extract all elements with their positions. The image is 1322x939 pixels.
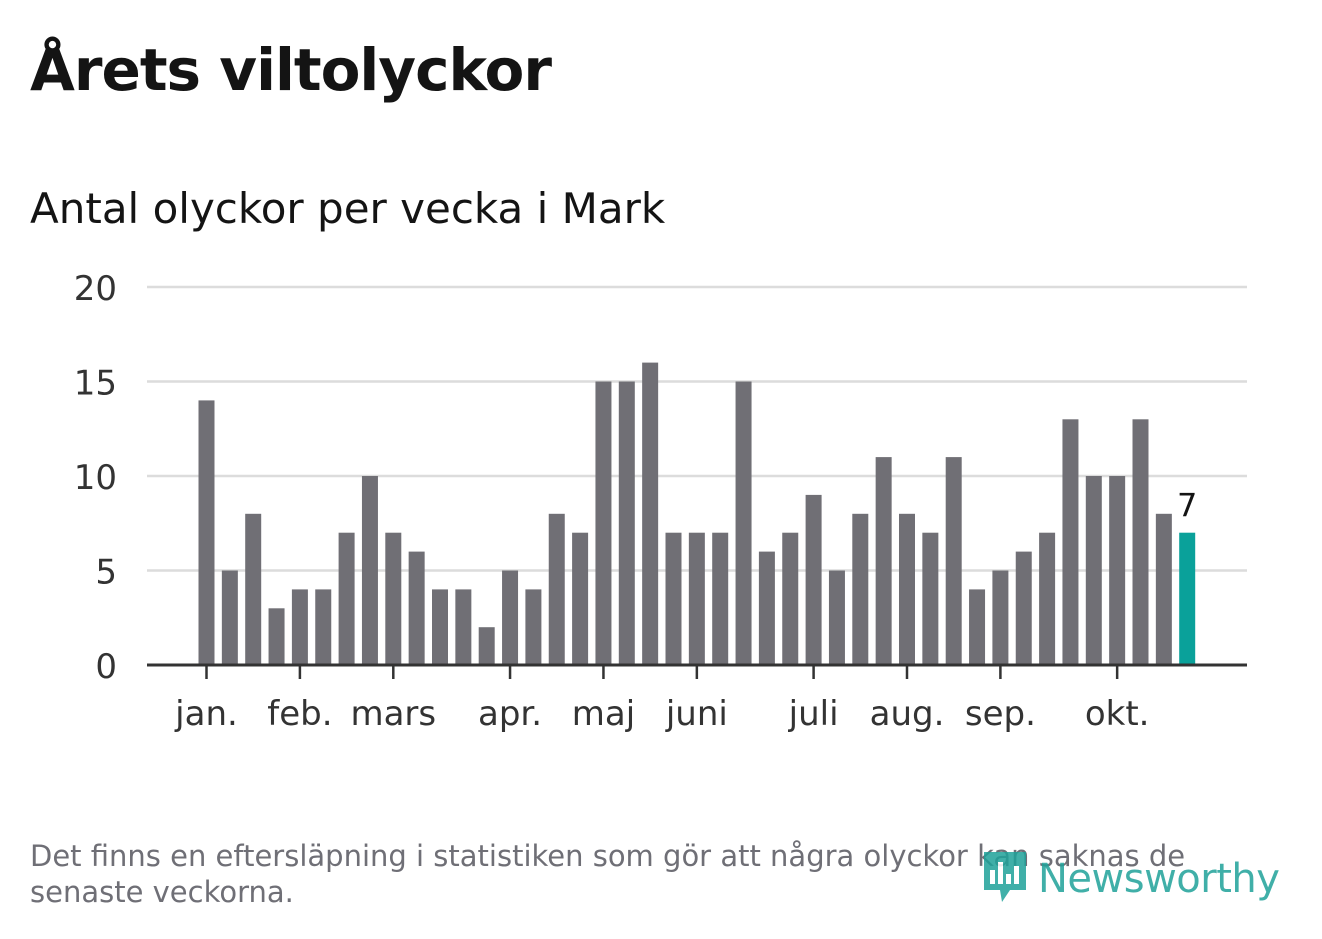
- logo-text: Newsworthy: [1038, 856, 1280, 902]
- data-labels: 7: [1177, 487, 1197, 525]
- x-tick-label: jan.: [174, 694, 238, 734]
- y-tick-label: 0: [95, 647, 117, 687]
- bar: [268, 608, 285, 665]
- bar: [525, 589, 542, 665]
- y-axis-ticks: 0 5 10 15 20: [74, 269, 117, 687]
- x-tick-label: sep.: [965, 694, 1036, 734]
- bar: [758, 551, 775, 665]
- bar: [782, 532, 799, 665]
- bar: [1015, 551, 1032, 665]
- bar: [899, 513, 915, 665]
- bar: [828, 570, 845, 665]
- bar: [852, 513, 869, 665]
- bar: [455, 589, 472, 665]
- y-tick-label: 20: [74, 269, 117, 309]
- bar: [665, 532, 682, 665]
- x-tick-label: juni: [665, 694, 728, 734]
- bar: [875, 457, 892, 665]
- bar: [735, 381, 752, 665]
- bar: [595, 381, 612, 665]
- bar: [221, 570, 238, 665]
- bar: [1062, 419, 1079, 665]
- bar-chart: 0 5 10 15 20 jan. feb. mars apr. maj juni juli aug.…: [74, 269, 1247, 734]
- x-axis-ticks: jan. feb. mars apr. maj juni juli aug. sep. okt.: [174, 665, 1149, 734]
- x-tick-label: mars: [350, 694, 436, 734]
- newsworthy-logo[interactable]: Newsworthy: [980, 848, 1280, 910]
- x-tick-label: okt.: [1085, 694, 1150, 734]
- bar: [408, 551, 425, 665]
- bar: [1085, 476, 1102, 665]
- bar: [385, 532, 402, 665]
- x-tick-label: feb.: [267, 694, 332, 734]
- bar: [712, 532, 729, 665]
- bar: [688, 532, 705, 665]
- x-tick-label: juli: [788, 694, 839, 734]
- bar: [805, 494, 822, 665]
- bar: [1155, 513, 1172, 665]
- x-tick-label: maj: [572, 694, 635, 734]
- x-tick-label: apr.: [478, 694, 542, 734]
- bar: [572, 532, 589, 665]
- x-tick-label: aug.: [870, 694, 945, 734]
- bar: [1109, 476, 1126, 665]
- bar: [945, 457, 962, 665]
- bar: [432, 589, 448, 665]
- y-tick-label: 15: [74, 364, 117, 404]
- grid-lines: [147, 285, 1247, 572]
- bar: [338, 532, 355, 665]
- newsworthy-logo-icon: [984, 852, 1026, 902]
- bar: [361, 476, 378, 665]
- y-tick-label: 5: [95, 553, 117, 593]
- bar: [548, 513, 565, 665]
- bar: [502, 570, 519, 665]
- data-label: 7: [1177, 487, 1197, 525]
- bar: [922, 532, 939, 665]
- chart-title: Årets viltolyckor: [30, 36, 552, 104]
- bar: [618, 381, 635, 665]
- bar: [315, 589, 332, 665]
- bar-highlight: [1179, 532, 1196, 665]
- bar: [992, 570, 1009, 665]
- chart-subtitle: Antal olyckor per vecka i Mark: [30, 184, 666, 233]
- y-tick-label: 10: [74, 458, 117, 498]
- bar: [1132, 419, 1149, 665]
- bar: [291, 589, 308, 665]
- bar: [198, 400, 215, 665]
- bar: [1039, 532, 1056, 665]
- bar: [245, 513, 262, 665]
- bar: [478, 627, 495, 665]
- bars: [198, 362, 1196, 665]
- bar: [969, 589, 986, 665]
- bar: [642, 362, 659, 665]
